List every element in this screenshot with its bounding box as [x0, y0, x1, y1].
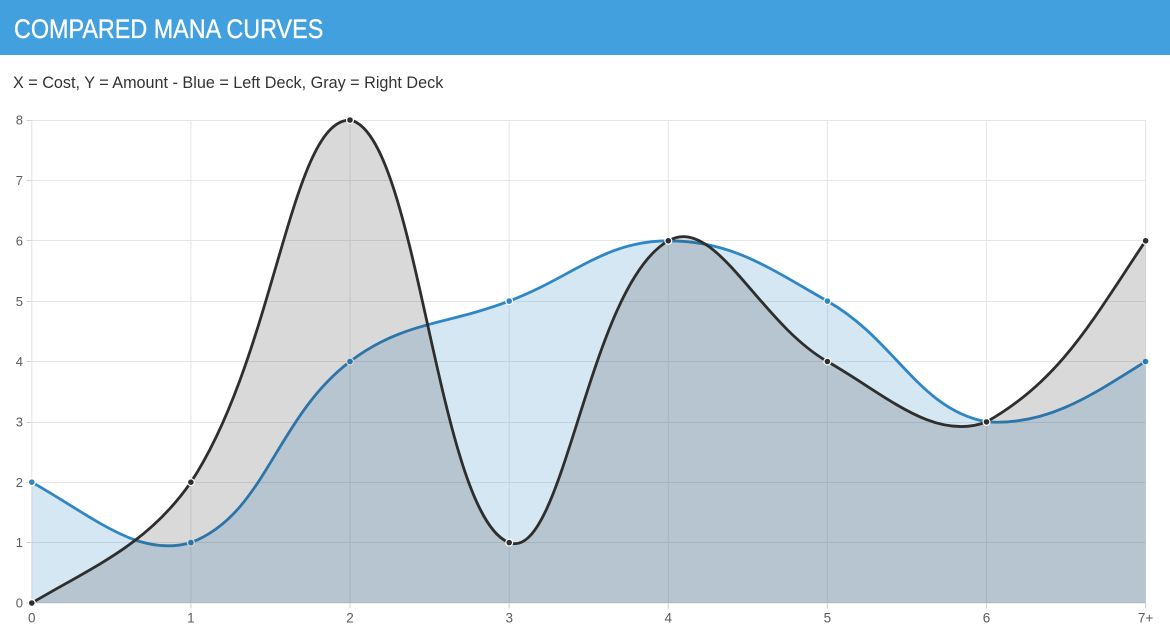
svg-text:8: 8: [16, 113, 23, 128]
svg-text:6: 6: [16, 234, 23, 249]
svg-text:3: 3: [16, 415, 23, 430]
svg-text:0: 0: [16, 596, 23, 611]
svg-text:5: 5: [16, 294, 23, 309]
svg-text:2: 2: [346, 610, 354, 625]
svg-text:4: 4: [665, 610, 673, 625]
svg-text:4: 4: [16, 354, 23, 369]
svg-text:7+: 7+: [1138, 610, 1154, 625]
svg-text:1: 1: [187, 610, 195, 625]
svg-text:5: 5: [824, 610, 832, 625]
svg-text:2: 2: [16, 475, 23, 490]
svg-text:0: 0: [28, 610, 36, 625]
svg-text:6: 6: [983, 610, 991, 625]
svg-text:1: 1: [16, 535, 23, 550]
svg-text:7: 7: [16, 173, 23, 188]
svg-text:3: 3: [505, 610, 513, 625]
